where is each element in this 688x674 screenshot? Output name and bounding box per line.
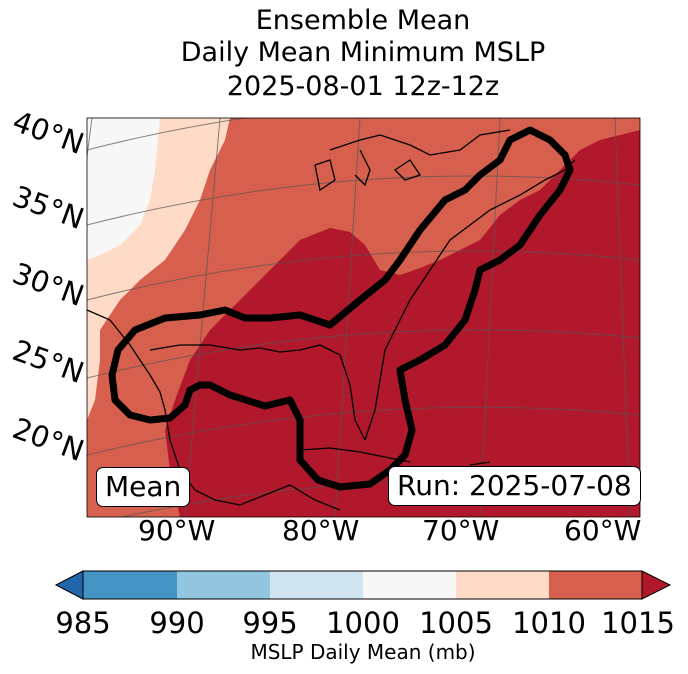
colorbar-tick: 985 <box>55 606 111 640</box>
colorbar-tick: 990 <box>149 606 205 640</box>
colorbar-bin-1005-1010 <box>456 571 549 599</box>
lon-label-80: 80°W <box>282 514 360 547</box>
lon-label-60: 60°W <box>564 514 642 547</box>
title-line-2: Daily Mean Minimum MSLP <box>180 37 546 68</box>
pressure-field-1015 <box>165 130 640 517</box>
colorbar-tick: 1015 <box>601 606 675 640</box>
colorbar-frame <box>82 570 643 600</box>
mean-label-box: Mean <box>96 467 191 507</box>
pressure-field-1000 <box>87 118 160 260</box>
colorbar-tick: 1000 <box>326 606 400 640</box>
map-frame <box>86 117 641 518</box>
colorbar-bin-995-1000 <box>270 571 363 599</box>
colorbar-bin-1010-1015 <box>549 571 642 599</box>
colorbar-bin-990-995 <box>177 571 270 599</box>
mslp-contour <box>108 126 574 491</box>
colorbar-bin-1000-1005 <box>363 571 456 599</box>
colorbar-tick: 995 <box>242 606 298 640</box>
colorbar-bin-985-990 <box>83 571 177 599</box>
colorbar-label: MSLP Daily Mean (mb) <box>250 640 476 664</box>
title-line-1: Ensemble Mean <box>255 5 471 36</box>
colorbar <box>54 570 672 600</box>
colorbar-extend-high <box>641 570 672 600</box>
lon-label-90: 90°W <box>138 514 216 547</box>
colorbar-tick: 1005 <box>419 606 493 640</box>
colorbar-tick: 1010 <box>512 606 586 640</box>
colorbar-extend-low <box>54 570 84 600</box>
title-line-3: 2025-08-01 12z-12z <box>226 71 500 102</box>
lon-label-70: 70°W <box>422 514 500 547</box>
run-date-box: Run: 2025-07-08 <box>388 466 641 506</box>
